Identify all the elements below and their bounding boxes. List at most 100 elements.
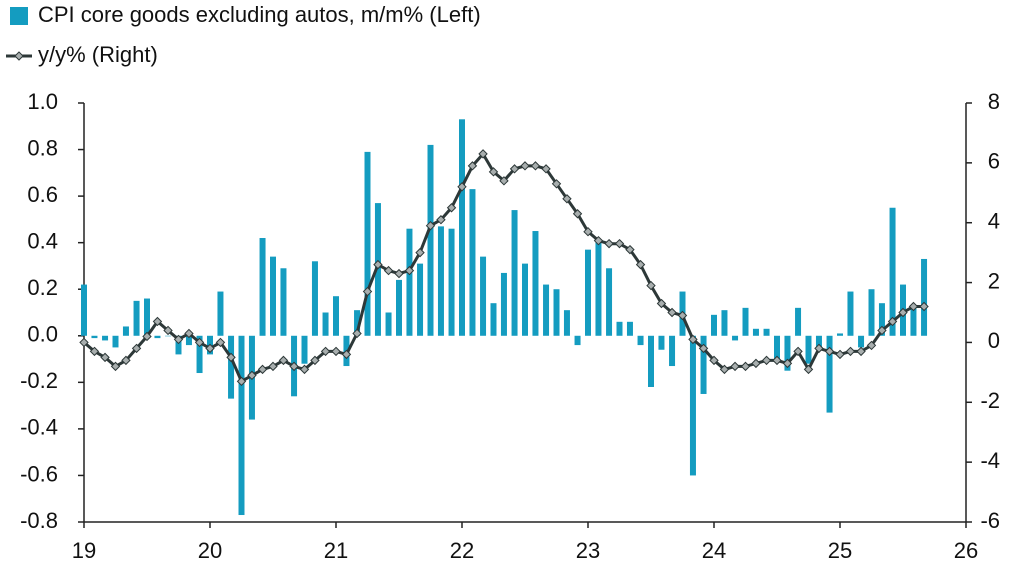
bar [910, 307, 917, 336]
marker [698, 343, 709, 354]
bar [396, 279, 402, 336]
marker [751, 358, 761, 369]
marker [257, 364, 268, 375]
marker [583, 226, 593, 237]
legend-label: y/y% (Right) [38, 42, 158, 67]
bar [878, 303, 885, 336]
marker [457, 182, 467, 192]
y-tick-label: 1.0 [27, 89, 58, 114]
marker [289, 361, 299, 372]
bar [417, 263, 424, 336]
marker [478, 149, 488, 159]
bar [490, 303, 497, 336]
marker [824, 346, 835, 357]
marker [541, 164, 551, 174]
bar [228, 335, 235, 399]
bar [364, 151, 371, 336]
bar [606, 268, 613, 336]
marker [793, 346, 803, 357]
x-tick-label: 20 [198, 538, 222, 563]
marker [730, 361, 740, 372]
y-tick-label: -0.2 [20, 368, 58, 393]
marker [331, 346, 341, 357]
marker [520, 161, 530, 171]
bar [322, 312, 329, 336]
bar [427, 144, 434, 336]
y2-tick-label: 8 [988, 89, 1000, 114]
marker [667, 307, 677, 318]
marker [845, 346, 856, 357]
y2-tick-label: 6 [988, 149, 1000, 174]
bar [480, 256, 487, 336]
bar [858, 335, 865, 348]
marker [320, 346, 331, 357]
bar [784, 335, 791, 371]
bar [532, 231, 539, 336]
x-tick-label: 19 [72, 538, 96, 563]
marker [572, 209, 583, 219]
y-tick-label: 0.4 [27, 228, 58, 253]
marker [919, 301, 929, 312]
x-tick-label: 26 [954, 538, 978, 563]
marker [299, 364, 310, 375]
bar [700, 335, 707, 394]
bar [185, 335, 192, 346]
bar [637, 335, 644, 346]
marker [226, 352, 236, 363]
marker [121, 355, 131, 366]
bar [154, 335, 161, 339]
marker [341, 349, 352, 360]
bar [112, 335, 119, 348]
marker [803, 364, 814, 375]
marker [467, 161, 478, 171]
bar [543, 284, 550, 336]
bar [847, 291, 854, 336]
marker [551, 179, 562, 189]
marker [877, 325, 887, 336]
x-tick-label: 25 [828, 538, 852, 563]
marker [499, 176, 509, 186]
bar [196, 335, 203, 374]
marker [79, 337, 89, 348]
marker [688, 334, 698, 345]
marker [562, 194, 572, 204]
marker [278, 355, 289, 366]
marker [131, 343, 142, 354]
bar [648, 335, 654, 387]
bar [721, 310, 728, 336]
marker [835, 349, 845, 360]
y2-tick-label: 0 [988, 328, 1000, 353]
bar [732, 335, 739, 341]
bar [333, 296, 339, 336]
bar [81, 284, 87, 336]
bar [752, 328, 759, 336]
marker [887, 316, 898, 327]
bar [837, 333, 843, 336]
bar [122, 326, 129, 336]
bar [774, 335, 780, 360]
marker [772, 355, 782, 366]
y2-tick-label: 2 [988, 268, 1000, 293]
marker [635, 259, 646, 270]
bar [626, 321, 633, 336]
marker [709, 355, 719, 366]
bar [217, 291, 224, 336]
bar [448, 228, 455, 336]
marker [814, 343, 824, 354]
bar [280, 268, 287, 336]
marker [110, 361, 121, 372]
marker [383, 265, 394, 276]
x-tick-label: 23 [576, 538, 600, 563]
bar [406, 228, 413, 336]
marker [740, 361, 751, 372]
marker [89, 346, 100, 357]
marker [677, 310, 688, 321]
bar [500, 272, 507, 336]
bar [889, 207, 896, 336]
bar [165, 335, 172, 337]
marker [373, 259, 383, 270]
bar [511, 210, 518, 336]
marker [530, 161, 541, 171]
bar [374, 203, 381, 336]
